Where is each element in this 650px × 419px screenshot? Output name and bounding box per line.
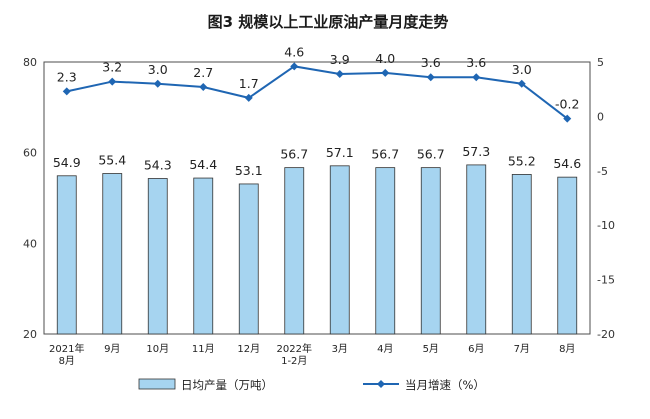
bar-value-label: 54.3 — [144, 158, 172, 173]
legend-bar-swatch — [138, 378, 176, 390]
bar — [238, 183, 259, 335]
bar — [375, 167, 396, 335]
bar-value-label: 56.7 — [280, 147, 308, 162]
x-tick-label: 6月 — [468, 343, 484, 355]
line-point — [108, 77, 117, 86]
line-value-label: 2.3 — [57, 69, 77, 84]
data-labels: 54.9 55.4 54.3 54.4 53.1 56.7 57.1 56.7 56.7 57.3… — [53, 44, 581, 178]
bar-value-label: 55.4 — [98, 153, 126, 168]
bar-value-label: 55.2 — [508, 153, 536, 168]
bar-value-label: 56.7 — [371, 147, 399, 162]
y-right-tick-label: 5 — [597, 56, 604, 69]
x-tick-label: 4月 — [377, 343, 393, 355]
legend: 日均产量（万吨） 当月增速（%） — [138, 378, 485, 392]
x-tick-label: 3月 — [332, 343, 348, 355]
line-point — [517, 79, 526, 88]
line-point — [244, 93, 253, 102]
line-value-label: 4.0 — [375, 51, 395, 66]
bar — [147, 178, 168, 335]
y-left-tick-label: 20 — [23, 328, 37, 341]
line-point — [153, 79, 162, 88]
x-tick-label: 12月 — [237, 343, 260, 355]
chart-title: 图3 规模以上工业原油产量月度走势 — [208, 13, 449, 31]
legend-line-marker — [377, 380, 385, 388]
y-right-tick-label: -5 — [597, 165, 608, 178]
bar — [284, 167, 305, 335]
y-right-tick-label: 0 — [597, 110, 604, 123]
line-point — [62, 87, 71, 96]
line-value-label: 4.6 — [284, 44, 304, 59]
bars — [56, 164, 578, 335]
y-left-tick-label: 80 — [23, 56, 37, 69]
plot-frame — [43, 61, 591, 335]
x-tick-label: 11月 — [192, 343, 215, 355]
bar-value-label: 56.7 — [417, 147, 445, 162]
x-tick-label: 10月 — [146, 343, 169, 355]
line-point — [426, 73, 435, 82]
bar-value-label: 54.9 — [53, 155, 81, 170]
y-right-tick-label: -15 — [597, 274, 615, 287]
bar-value-label: 57.3 — [462, 144, 490, 159]
x-tick-label: 9月 — [104, 343, 120, 355]
line-value-label: 3.0 — [148, 62, 168, 77]
bar — [420, 167, 441, 335]
legend-line-label: 当月增速（%） — [405, 378, 485, 392]
bar — [466, 164, 487, 335]
line-value-label: 3.6 — [421, 55, 441, 70]
line-point — [563, 114, 572, 123]
y-right-tick-label: -20 — [597, 328, 615, 341]
line-point — [199, 83, 208, 92]
bar-value-label: 53.1 — [235, 163, 263, 178]
line-point — [472, 73, 481, 82]
line-point — [335, 69, 344, 78]
line-series — [62, 62, 572, 123]
bar — [511, 174, 532, 335]
bar — [329, 165, 350, 335]
x-tick-label: 1-2月 — [281, 355, 307, 367]
axes: 20 40 60 80 5 0 -5 -10 -15 -20 — [23, 56, 615, 341]
line-value-label: 3.6 — [466, 55, 486, 70]
line-value-label: 2.7 — [193, 65, 213, 80]
bar — [102, 173, 123, 335]
line-point — [381, 68, 390, 77]
bar — [193, 177, 214, 335]
bar-value-label: 54.4 — [189, 157, 217, 172]
line-value-label: 3.9 — [330, 52, 350, 67]
bar-value-label: 57.1 — [326, 145, 354, 160]
line-value-label: 3.2 — [102, 60, 122, 75]
y-left-tick-label: 40 — [23, 237, 37, 250]
line-value-label: 1.7 — [239, 76, 259, 91]
y-left-tick-label: 60 — [23, 147, 37, 160]
bar — [56, 175, 77, 335]
x-tick-label: 2021年 — [49, 342, 84, 355]
line-path — [66, 65, 568, 120]
bar-value-label: 54.6 — [553, 156, 581, 171]
bar — [557, 176, 578, 335]
line-point — [290, 62, 299, 71]
line-value-label: -0.2 — [555, 97, 579, 112]
x-tick-label: 5月 — [423, 343, 439, 355]
x-tick-label: 7月 — [514, 343, 530, 355]
x-tick-label: 2022年 — [277, 342, 312, 355]
line-value-label: 3.0 — [512, 62, 532, 77]
y-right-tick-label: -10 — [597, 219, 615, 232]
x-tick-label: 8月 — [59, 355, 75, 367]
legend-bar-label: 日均产量（万吨） — [181, 378, 273, 392]
x-tick-label: 8月 — [559, 343, 575, 355]
